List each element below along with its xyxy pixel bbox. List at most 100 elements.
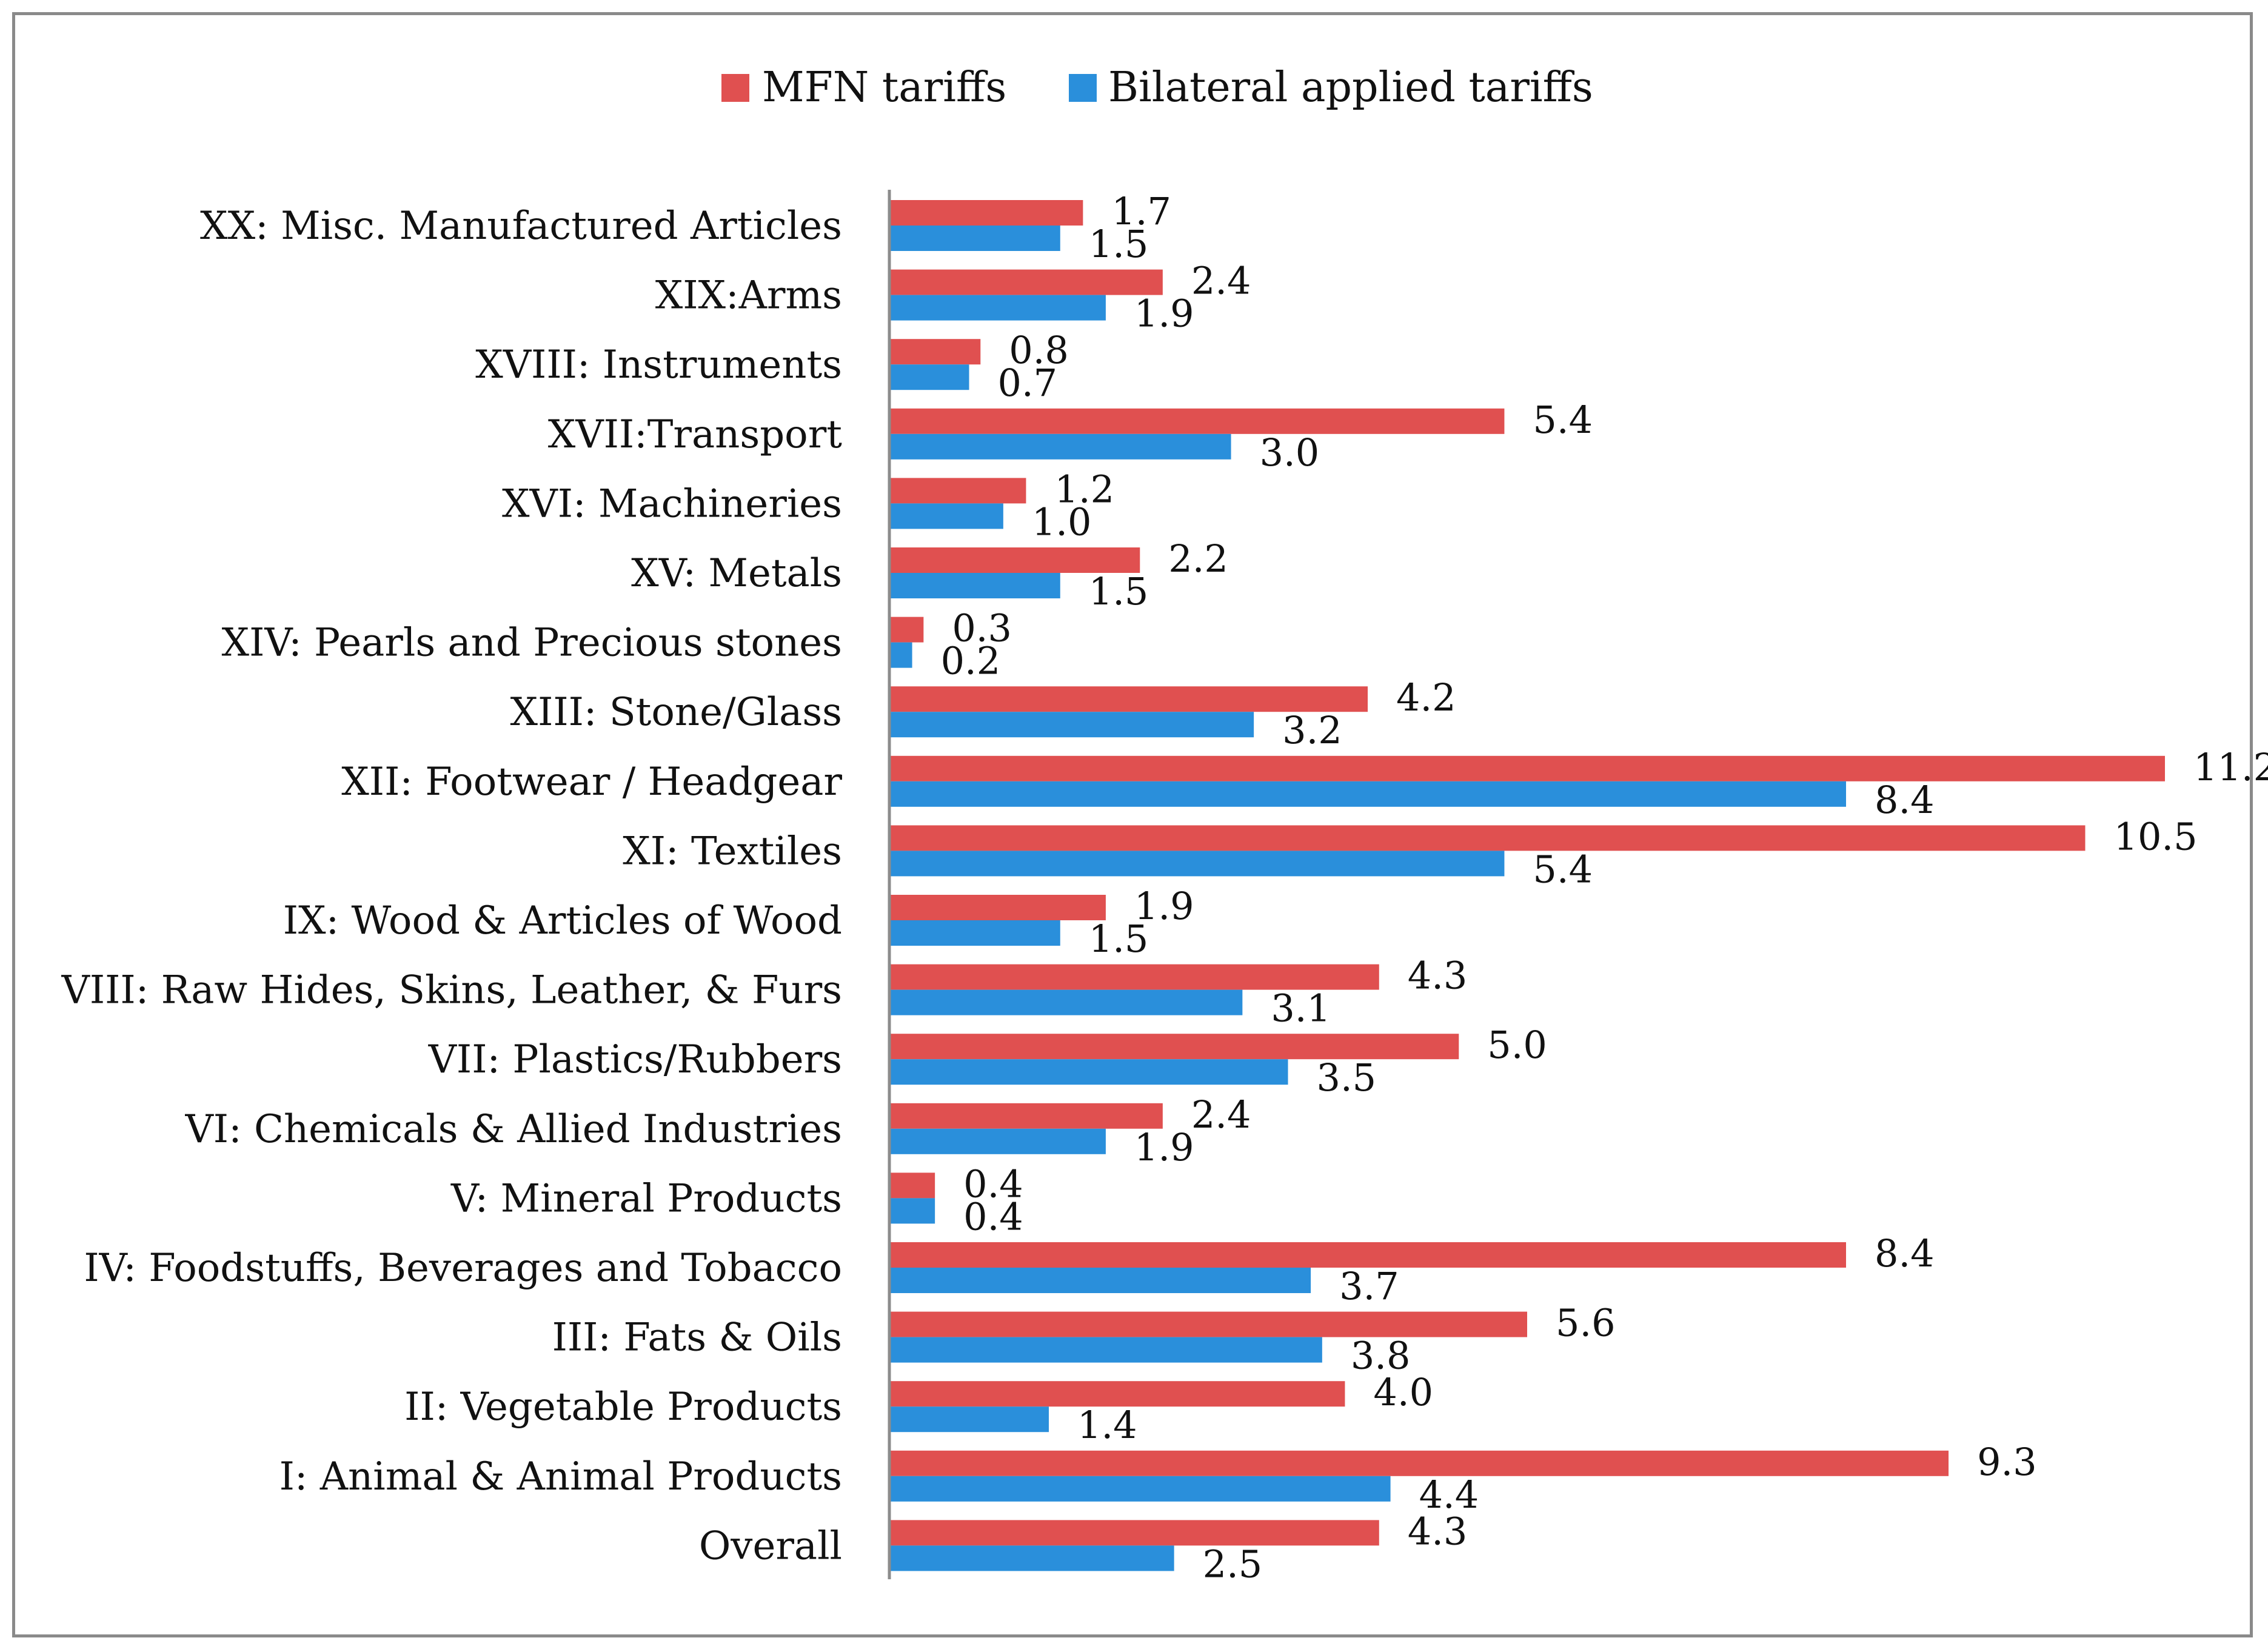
bar-mfn <box>889 1103 1163 1129</box>
bars-group <box>889 200 2165 1571</box>
bar-bilateral <box>889 433 1231 460</box>
bar-bilateral <box>889 1059 1288 1085</box>
category-label: XVIII: Instruments <box>475 343 842 387</box>
bar-bilateral <box>889 712 1254 738</box>
legend: MFN tariffs Bilateral applied tariffs <box>721 64 1593 112</box>
bar-bilateral <box>889 1198 935 1224</box>
bar-mfn <box>889 1034 1459 1060</box>
value-label-mfn: 2.4 <box>1191 259 1251 303</box>
value-label-bilateral: 1.5 <box>1089 569 1149 614</box>
category-label: XVII:Transport <box>548 412 843 457</box>
bar-mfn <box>889 339 981 365</box>
value-label-mfn: 9.3 <box>1977 1440 2037 1484</box>
category-label: I: Animal & Animal Products <box>279 1454 842 1499</box>
category-label: XIX:Arms <box>655 273 842 318</box>
chart-frame <box>12 12 2253 1637</box>
category-label: VII: Plastics/Rubbers <box>428 1037 842 1082</box>
value-label-mfn: 8.4 <box>1875 1231 1935 1276</box>
value-label-bilateral: 1.0 <box>1032 500 1092 544</box>
value-label-mfn: 2.4 <box>1191 1092 1251 1137</box>
value-label-mfn: 10.5 <box>2114 814 2198 858</box>
value-label-bilateral: 1.5 <box>1089 917 1149 961</box>
legend-label-mfn: MFN tariffs <box>762 64 1006 112</box>
legend-swatch-mfn <box>721 74 749 102</box>
bar-mfn <box>889 755 2165 781</box>
value-label-mfn: 0.8 <box>1009 328 1069 372</box>
legend-label-bilateral: Bilateral applied tariffs <box>1108 64 1593 112</box>
value-label-bilateral: 3.8 <box>1351 1334 1411 1378</box>
value-label-mfn: 11.2 <box>2193 745 2268 789</box>
bar-mfn <box>889 1242 1846 1268</box>
category-label: Overall <box>699 1523 842 1568</box>
category-label: XX: Misc. Manufactured Articles <box>200 204 842 249</box>
value-label-mfn: 5.6 <box>1556 1301 1616 1345</box>
bar-bilateral <box>889 503 1003 529</box>
value-label-mfn: 1.9 <box>1134 884 1194 928</box>
bar-mfn <box>889 478 1026 504</box>
value-label-bilateral: 0.4 <box>963 1194 1023 1239</box>
value-label-mfn: 0.3 <box>952 606 1012 650</box>
bar-mfn <box>889 1311 1527 1337</box>
value-label-bilateral: 3.2 <box>1282 708 1342 752</box>
bar-bilateral <box>889 851 1505 877</box>
category-label: XV: Metals <box>631 551 842 596</box>
value-label-mfn: 1.7 <box>1111 189 1171 233</box>
value-label-bilateral: 3.1 <box>1271 986 1331 1031</box>
bar-mfn <box>889 1381 1345 1407</box>
value-label-bilateral: 1.9 <box>1134 1125 1194 1169</box>
bar-bilateral <box>889 1337 1322 1363</box>
bar-mfn <box>889 1520 1379 1546</box>
bar-mfn <box>889 895 1106 920</box>
bar-mfn <box>889 825 2086 851</box>
value-label-mfn: 2.2 <box>1168 537 1228 581</box>
category-label: II: Vegetable Products <box>404 1385 842 1430</box>
value-label-bilateral: 0.2 <box>941 639 1001 683</box>
bar-mfn <box>889 547 1140 573</box>
bar-bilateral <box>889 364 969 390</box>
labels-group: XX: Misc. Manufactured Articles 1.71.5XIX… <box>61 189 2268 1586</box>
bar-mfn <box>889 617 924 643</box>
bar-bilateral <box>889 1128 1106 1154</box>
value-label-bilateral: 3.0 <box>1260 430 1320 475</box>
category-label: V: Mineral Products <box>450 1176 842 1221</box>
bar-bilateral <box>889 1545 1174 1571</box>
bar-bilateral <box>889 573 1060 598</box>
category-label: XII: Footwear / Headgear <box>341 760 842 804</box>
value-label-bilateral: 5.4 <box>1533 847 1593 891</box>
bar-bilateral <box>889 642 912 668</box>
value-label-bilateral: 1.9 <box>1134 292 1194 336</box>
value-label-mfn: 4.3 <box>1408 954 1468 998</box>
category-label: III: Fats & Oils <box>552 1316 842 1360</box>
bar-bilateral <box>889 226 1060 251</box>
value-label-bilateral: 8.4 <box>1875 778 1935 822</box>
value-label-mfn: 5.0 <box>1487 1023 1547 1067</box>
category-label: XVI: Machineries <box>502 481 842 526</box>
bar-mfn <box>889 269 1163 295</box>
bar-bilateral <box>889 295 1106 321</box>
bar-bilateral <box>889 920 1060 946</box>
value-label-bilateral: 1.5 <box>1089 222 1149 266</box>
bar-mfn <box>889 1450 1949 1476</box>
category-label: XIII: Stone/Glass <box>510 690 843 735</box>
bar-mfn <box>889 200 1083 226</box>
value-label-bilateral: 3.5 <box>1317 1055 1377 1100</box>
legend-swatch-bilateral <box>1069 74 1097 102</box>
category-label: XIV: Pearls and Precious stones <box>222 621 843 666</box>
value-label-bilateral: 2.5 <box>1203 1542 1263 1586</box>
bar-bilateral <box>889 989 1243 1015</box>
value-label-mfn: 4.2 <box>1396 675 1456 720</box>
category-label: XI: Textiles <box>623 829 842 874</box>
value-label-bilateral: 4.4 <box>1419 1473 1479 1517</box>
bar-mfn <box>889 1172 935 1199</box>
category-label: IX: Wood & Articles of Wood <box>283 898 842 943</box>
value-label-bilateral: 1.4 <box>1077 1403 1137 1447</box>
bar-bilateral <box>889 1476 1391 1502</box>
category-label: VI: Chemicals & Allied Industries <box>185 1107 842 1152</box>
value-label-mfn: 4.3 <box>1408 1509 1468 1553</box>
bar-mfn <box>889 686 1368 712</box>
value-label-mfn: 5.4 <box>1533 398 1593 442</box>
category-label: VIII: Raw Hides, Skins, Leather, & Furs <box>61 968 842 1013</box>
bar-bilateral <box>889 1406 1049 1433</box>
bar-bilateral <box>889 1268 1311 1293</box>
